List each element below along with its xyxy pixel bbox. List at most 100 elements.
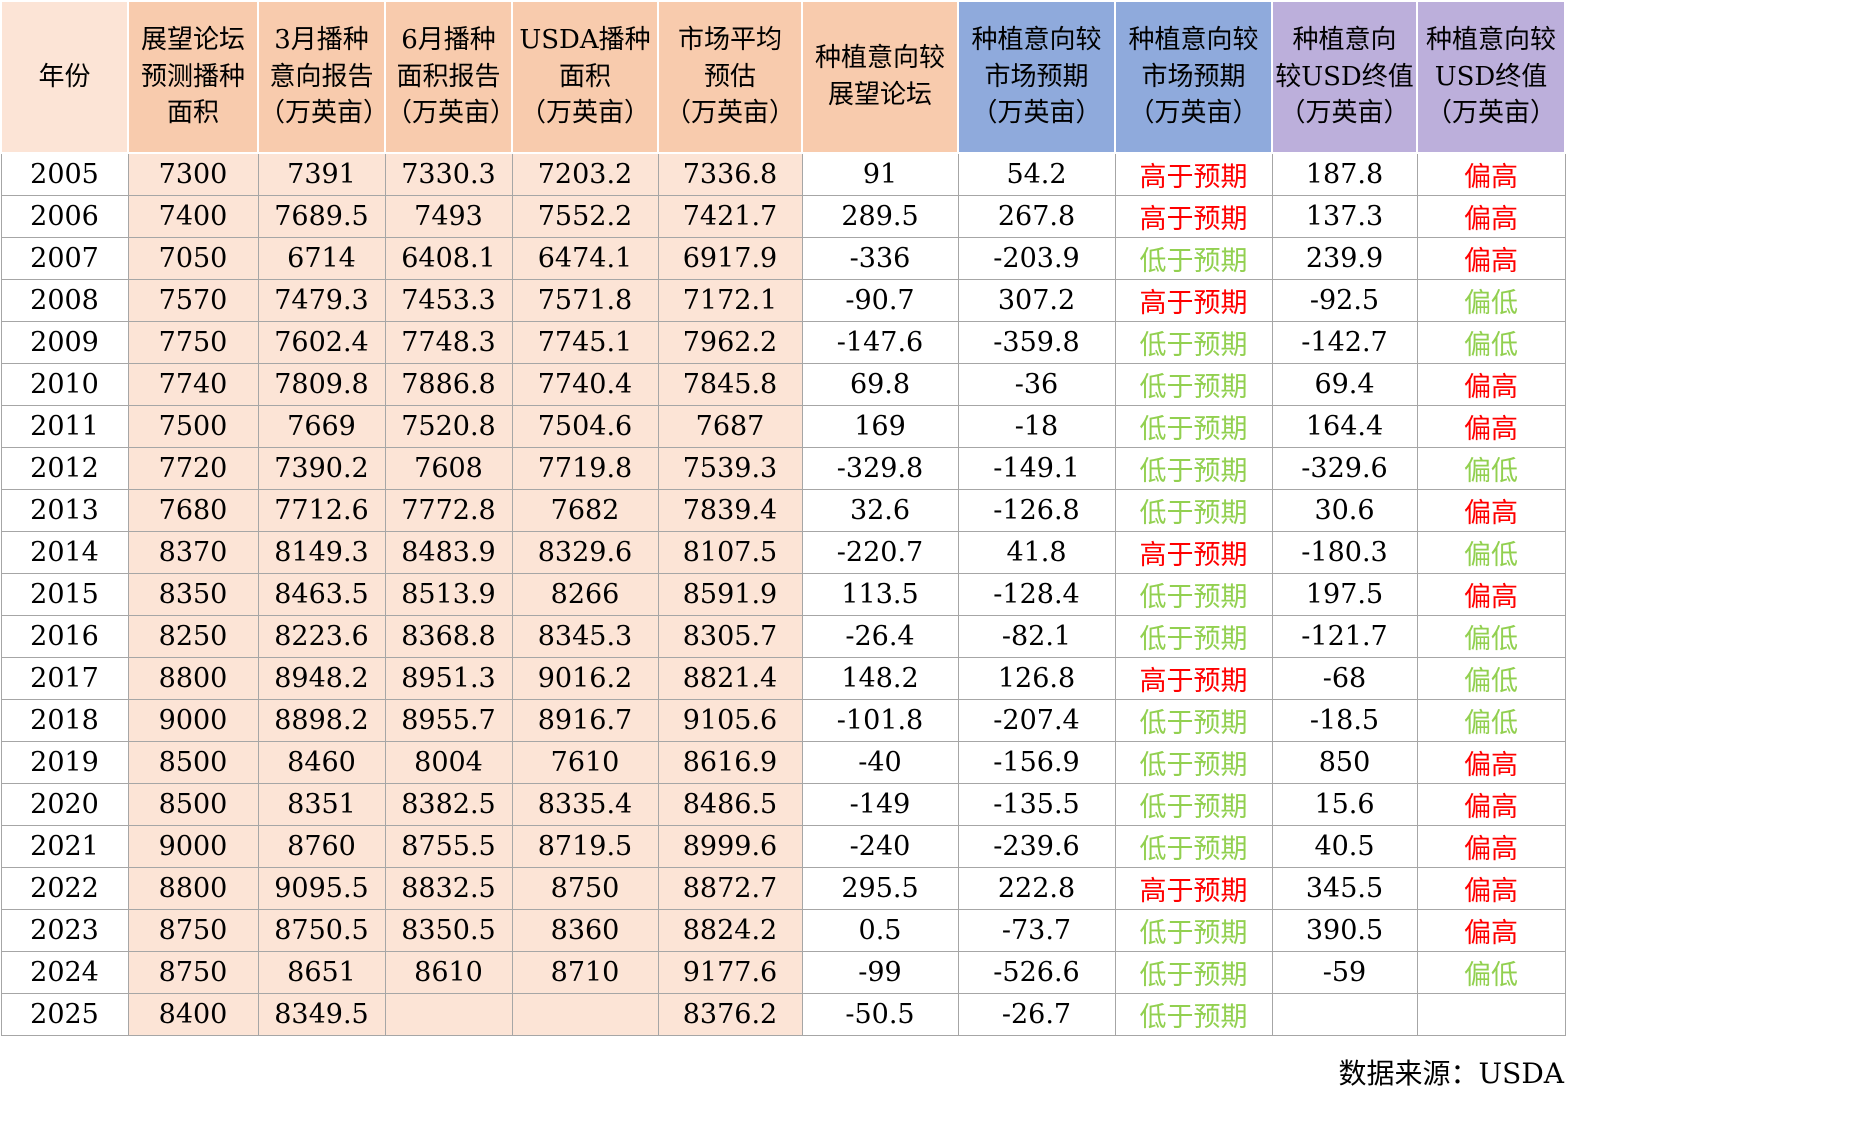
value-cell: -329.6 bbox=[1271, 447, 1418, 490]
value-cell: 8460 bbox=[257, 741, 386, 784]
value-cell: -149.1 bbox=[957, 447, 1116, 490]
verdict-cell: 低于预期 bbox=[1114, 909, 1273, 952]
value-cell: -336 bbox=[801, 237, 959, 280]
value-cell: -239.6 bbox=[957, 825, 1116, 868]
value-cell: 7687 bbox=[657, 405, 803, 448]
column-header: 市场平均 预估 （万英亩） bbox=[657, 0, 803, 154]
value-cell: 40.5 bbox=[1271, 825, 1418, 868]
column-header: 种植意向较 市场预期 （万英亩） bbox=[1114, 0, 1273, 154]
year-cell: 2007 bbox=[0, 237, 129, 280]
verdict-cell: 高于预期 bbox=[1114, 279, 1273, 322]
value-cell: 8349.5 bbox=[257, 993, 386, 1036]
table-row: 2017 8800 8948.2 8951.3 9016.2 8821.4 148.2 126… bbox=[0, 657, 1566, 700]
value-cell: 8223.6 bbox=[257, 615, 386, 658]
verdict-cell: 低于预期 bbox=[1114, 573, 1273, 616]
value-cell: -359.8 bbox=[957, 321, 1116, 364]
table-row: 2025 8400 8349.5 8376.2 -50.5 -26.7 低于预期 bbox=[0, 993, 1566, 1036]
value-cell: -36 bbox=[957, 363, 1116, 406]
year-cell: 2006 bbox=[0, 195, 129, 238]
verdict-cell: 偏高 bbox=[1416, 825, 1566, 868]
year-cell: 2020 bbox=[0, 783, 129, 826]
value-cell: 8750 bbox=[127, 951, 259, 994]
value-cell: 54.2 bbox=[957, 152, 1116, 196]
value-cell: 8710 bbox=[511, 951, 659, 994]
value-cell: 9016.2 bbox=[511, 657, 659, 700]
value-cell bbox=[1416, 993, 1566, 1036]
year-cell: 2024 bbox=[0, 951, 129, 994]
value-cell: 6408.1 bbox=[384, 237, 513, 280]
table-row: 2024 8750 8651 8610 8710 9177.6 -99 -526.6 低于预期 -… bbox=[0, 951, 1566, 994]
table-row: 2012 7720 7390.2 7608 7719.8 7539.3 -329.8 -149… bbox=[0, 447, 1566, 490]
value-cell: 7493 bbox=[384, 195, 513, 238]
column-header: 3月播种 意向报告 （万英亩） bbox=[257, 0, 389, 154]
value-cell: -26.4 bbox=[801, 615, 959, 658]
value-cell: 8651 bbox=[257, 951, 386, 994]
table-row: 2014 8370 8149.3 8483.9 8329.6 8107.5 -220.7 41… bbox=[0, 531, 1566, 574]
value-cell: 7453.3 bbox=[384, 279, 513, 322]
verdict-cell: 低于预期 bbox=[1114, 615, 1273, 658]
verdict-cell: 低于预期 bbox=[1114, 363, 1273, 406]
verdict-cell: 低于预期 bbox=[1114, 825, 1273, 868]
year-cell: 2018 bbox=[0, 699, 129, 742]
value-cell: 7682 bbox=[511, 489, 659, 532]
value-cell: 8305.7 bbox=[657, 615, 803, 658]
verdict-cell: 低于预期 bbox=[1114, 993, 1273, 1036]
table-row: 2021 9000 8760 8755.5 8719.5 8999.6 -240 -239.6… bbox=[0, 825, 1566, 868]
value-cell: 8370 bbox=[127, 531, 259, 574]
value-cell: 7050 bbox=[127, 237, 259, 280]
value-cell: 8351 bbox=[257, 783, 386, 826]
value-cell: 6714 bbox=[257, 237, 386, 280]
value-cell bbox=[511, 993, 659, 1036]
value-cell: 8821.4 bbox=[657, 657, 803, 700]
value-cell: 8750 bbox=[127, 909, 259, 952]
value-cell: -156.9 bbox=[957, 741, 1116, 784]
value-cell: 8350 bbox=[127, 573, 259, 616]
column-header: 年份 bbox=[0, 0, 129, 154]
verdict-cell: 偏高 bbox=[1416, 195, 1566, 238]
year-cell: 2013 bbox=[0, 489, 129, 532]
value-cell: 7772.8 bbox=[384, 489, 513, 532]
value-cell: 8916.7 bbox=[511, 699, 659, 742]
value-cell: -18.5 bbox=[1271, 699, 1418, 742]
value-cell: 7300 bbox=[127, 152, 259, 196]
value-cell: 8335.4 bbox=[511, 783, 659, 826]
table-row: 2005 7300 7391 7330.3 7203.2 7336.8 91 54.2 高于预期… bbox=[0, 152, 1566, 196]
value-cell: 345.5 bbox=[1271, 867, 1418, 910]
value-cell: 7745.1 bbox=[511, 321, 659, 364]
value-cell: 7390.2 bbox=[257, 447, 386, 490]
value-cell: 7203.2 bbox=[511, 152, 659, 196]
value-cell: 7172.1 bbox=[657, 279, 803, 322]
value-cell: 7962.2 bbox=[657, 321, 803, 364]
value-cell: 8750.5 bbox=[257, 909, 386, 952]
verdict-cell: 偏低 bbox=[1416, 279, 1566, 322]
value-cell: 8350.5 bbox=[384, 909, 513, 952]
table-row: 2019 8500 8460 8004 7610 8616.9 -40 -156.9 低于预期 8… bbox=[0, 741, 1566, 784]
verdict-cell: 偏低 bbox=[1416, 657, 1566, 700]
value-cell: 9177.6 bbox=[657, 951, 803, 994]
value-cell: -92.5 bbox=[1271, 279, 1418, 322]
value-cell: 8107.5 bbox=[657, 531, 803, 574]
value-cell: 8719.5 bbox=[511, 825, 659, 868]
value-cell: -180.3 bbox=[1271, 531, 1418, 574]
value-cell: -68 bbox=[1271, 657, 1418, 700]
value-cell: -526.6 bbox=[957, 951, 1116, 994]
value-cell: 8486.5 bbox=[657, 783, 803, 826]
value-cell: -135.5 bbox=[957, 783, 1116, 826]
table-row: 2013 7680 7712.6 7772.8 7682 7839.4 32.6 -126.8… bbox=[0, 489, 1566, 532]
year-cell: 2011 bbox=[0, 405, 129, 448]
value-cell: -59 bbox=[1271, 951, 1418, 994]
value-cell: 8329.6 bbox=[511, 531, 659, 574]
value-cell: 7689.5 bbox=[257, 195, 386, 238]
value-cell: 8345.3 bbox=[511, 615, 659, 658]
value-cell: 32.6 bbox=[801, 489, 959, 532]
value-cell: 8360 bbox=[511, 909, 659, 952]
value-cell: -26.7 bbox=[957, 993, 1116, 1036]
value-cell: 7421.7 bbox=[657, 195, 803, 238]
table-row: 2007 7050 6714 6408.1 6474.1 6917.9 -336 -203.9… bbox=[0, 237, 1566, 280]
column-header: USDA播种 面积 （万英亩） bbox=[511, 0, 659, 154]
value-cell: 8610 bbox=[384, 951, 513, 994]
value-cell bbox=[384, 993, 513, 1036]
verdict-cell: 低于预期 bbox=[1114, 741, 1273, 784]
value-cell: 8376.2 bbox=[657, 993, 803, 1036]
value-cell: 8832.5 bbox=[384, 867, 513, 910]
